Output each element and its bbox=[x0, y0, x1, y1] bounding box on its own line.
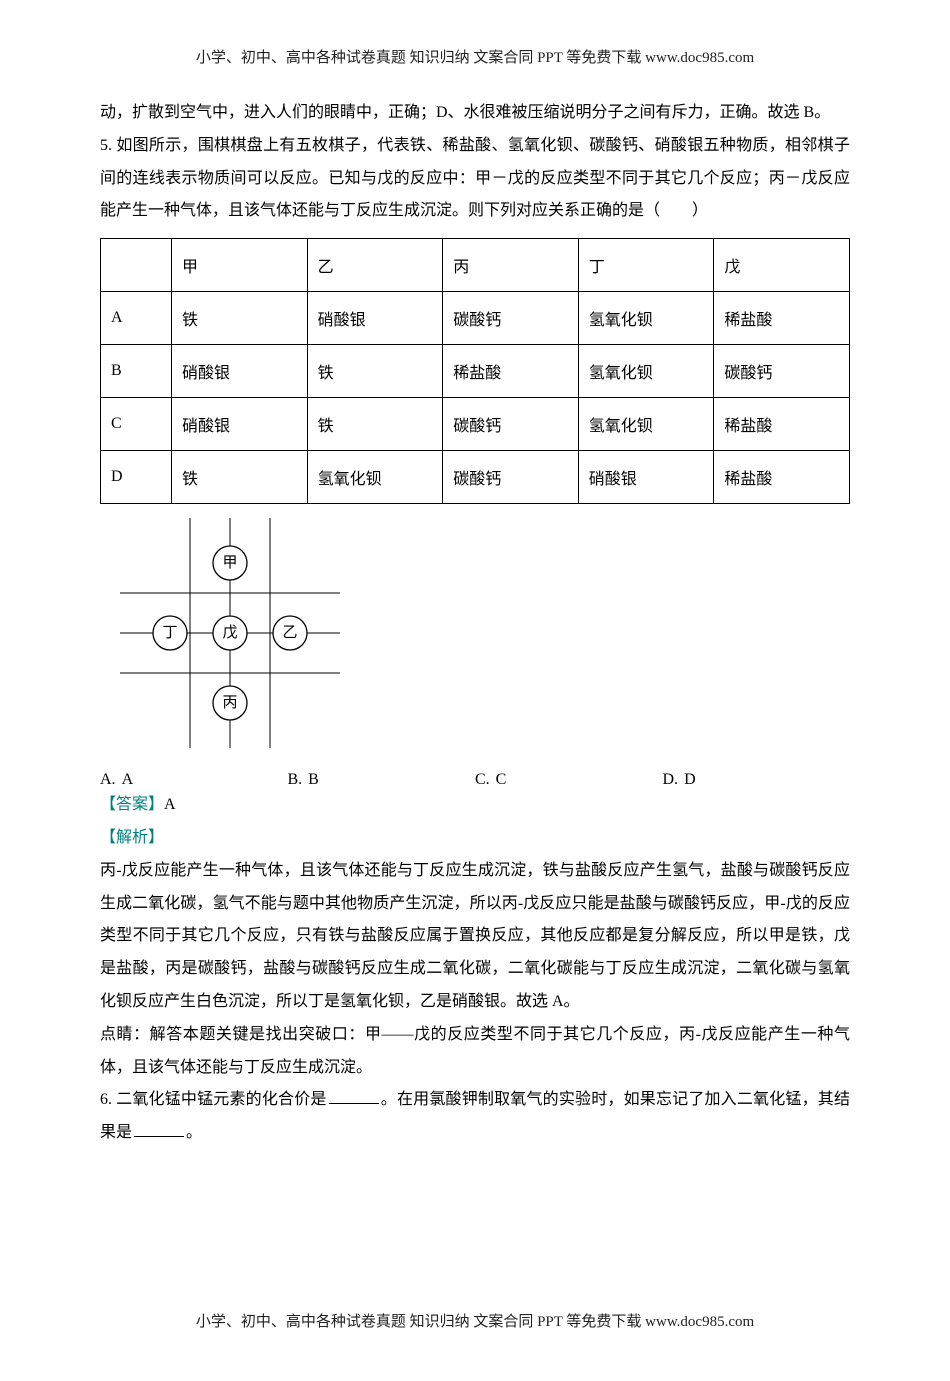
option-b: B. B bbox=[288, 771, 476, 789]
page-footer: 小学、初中、高中各种试卷真题 知识归纳 文案合同 PPT 等免费下载 www.d… bbox=[100, 1310, 850, 1331]
opt-b-text: B bbox=[308, 771, 319, 788]
blank-2 bbox=[134, 1120, 184, 1137]
row-d-key: D bbox=[101, 451, 172, 504]
q6-stem: 6. 二氧化锰中锰元素的化合价是。在用氯酸钾制取氧气的实验时，如果忘记了加入二氧… bbox=[100, 1084, 850, 1150]
answer-label: 【答案】 bbox=[100, 796, 164, 813]
svg-text:乙: 乙 bbox=[282, 625, 297, 641]
cell: 硝酸银 bbox=[172, 398, 308, 451]
q5-answer: 【答案】A bbox=[100, 789, 850, 822]
row-c-key: C bbox=[101, 398, 172, 451]
cell: 碳酸钙 bbox=[443, 398, 579, 451]
answer-value: A bbox=[164, 796, 176, 813]
q5-table: 甲 乙 丙 丁 戊 A 铁 硝酸银 碳酸钙 氢氧化钡 稀盐酸 B 硝酸银 铁 稀… bbox=[100, 238, 850, 504]
q5-options: A. A B. B C. C D. D bbox=[100, 771, 850, 789]
cell: 碳酸钙 bbox=[443, 292, 579, 345]
prev-question-tail: 动，扩散到空气中，进入人们的眼睛中，正确；D、水很难被压缩说明分子之间有斥力，正… bbox=[100, 97, 850, 130]
svg-text:戊: 戊 bbox=[222, 624, 237, 641]
cell: 碳酸钙 bbox=[443, 451, 579, 504]
option-c: C. C bbox=[475, 771, 663, 789]
opt-d-text: D bbox=[684, 771, 696, 788]
table-row: B 硝酸银 铁 稀盐酸 氢氧化钡 碳酸钙 bbox=[101, 345, 850, 398]
th-ding: 丁 bbox=[578, 239, 714, 292]
option-d: D. D bbox=[663, 771, 851, 789]
th-yi: 乙 bbox=[307, 239, 443, 292]
cell: 氢氧化钡 bbox=[578, 345, 714, 398]
svg-text:甲: 甲 bbox=[222, 555, 237, 571]
th-jia: 甲 bbox=[172, 239, 308, 292]
q6-number: 6. bbox=[100, 1091, 116, 1108]
th-blank bbox=[101, 239, 172, 292]
q6-part1: 二氧化锰中锰元素的化合价是 bbox=[116, 1091, 326, 1108]
cell: 硝酸银 bbox=[307, 292, 443, 345]
q5-analysis-label: 【解析】 bbox=[100, 822, 850, 855]
q6-part3: 。 bbox=[186, 1124, 202, 1141]
cell: 铁 bbox=[172, 292, 308, 345]
cell: 稀盐酸 bbox=[443, 345, 579, 398]
q5-number: 5. bbox=[100, 137, 116, 154]
opt-c-letter: C. bbox=[475, 771, 490, 788]
table-header-row: 甲 乙 丙 丁 戊 bbox=[101, 239, 850, 292]
blank-1 bbox=[329, 1087, 379, 1104]
opt-b-letter: B. bbox=[288, 771, 303, 788]
opt-a-letter: A. bbox=[100, 771, 116, 788]
q5-text: 如图所示，围棋棋盘上有五枚棋子，代表铁、稀盐酸、氢氧化钡、碳酸钙、硝酸银五种物质… bbox=[100, 137, 850, 220]
svg-text:丁: 丁 bbox=[162, 625, 177, 641]
cell: 氢氧化钡 bbox=[307, 451, 443, 504]
svg-text:丙: 丙 bbox=[222, 695, 237, 711]
row-a-key: A bbox=[101, 292, 172, 345]
table-row: D 铁 氢氧化钡 碳酸钙 硝酸银 稀盐酸 bbox=[101, 451, 850, 504]
cell: 氢氧化钡 bbox=[578, 292, 714, 345]
go-board-svg: 甲丁 戊 乙丙 bbox=[100, 518, 350, 753]
q5-analysis: 丙-戊反应能产生一种气体，且该气体还能与丁反应生成沉淀，铁与盐酸反应产生氢气，盐… bbox=[100, 855, 850, 1019]
cell: 硝酸银 bbox=[172, 345, 308, 398]
th-bing: 丙 bbox=[443, 239, 579, 292]
cell: 稀盐酸 bbox=[714, 398, 850, 451]
cell: 稀盐酸 bbox=[714, 292, 850, 345]
row-b-key: B bbox=[101, 345, 172, 398]
cell: 铁 bbox=[307, 398, 443, 451]
opt-d-letter: D. bbox=[663, 771, 679, 788]
cell: 碳酸钙 bbox=[714, 345, 850, 398]
q5-diagram: 甲丁 戊 乙丙 bbox=[100, 518, 850, 753]
table-row: C 硝酸银 铁 碳酸钙 氢氧化钡 稀盐酸 bbox=[101, 398, 850, 451]
cell: 氢氧化钡 bbox=[578, 398, 714, 451]
cell: 铁 bbox=[307, 345, 443, 398]
opt-a-text: A bbox=[122, 771, 134, 788]
cell: 硝酸银 bbox=[578, 451, 714, 504]
th-wu: 戊 bbox=[714, 239, 850, 292]
q5-hint: 点睛：解答本题关键是找出突破口：甲——戊的反应类型不同于其它几个反应，丙-戊反应… bbox=[100, 1019, 850, 1085]
q5-stem: 5. 如图所示，围棋棋盘上有五枚棋子，代表铁、稀盐酸、氢氧化钡、碳酸钙、硝酸银五… bbox=[100, 130, 850, 228]
opt-c-text: C bbox=[496, 771, 507, 788]
cell: 铁 bbox=[172, 451, 308, 504]
cell: 稀盐酸 bbox=[714, 451, 850, 504]
page-header: 小学、初中、高中各种试卷真题 知识归纳 文案合同 PPT 等免费下载 www.d… bbox=[100, 46, 850, 67]
option-a: A. A bbox=[100, 771, 288, 789]
table-row: A 铁 硝酸银 碳酸钙 氢氧化钡 稀盐酸 bbox=[101, 292, 850, 345]
